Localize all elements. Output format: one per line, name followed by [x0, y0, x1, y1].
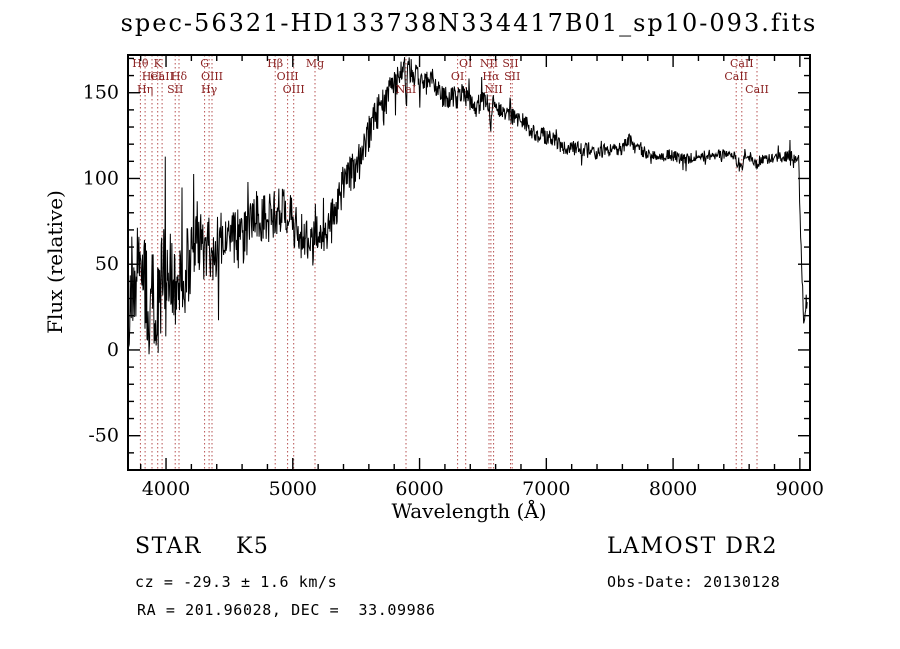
- y-tick-label: 150: [83, 82, 119, 104]
- line-label-OI: OI: [459, 57, 472, 70]
- x-tick-label: 4000: [142, 478, 190, 500]
- axis-ticks: [128, 55, 810, 471]
- line-label-OIII: OIII: [201, 70, 223, 83]
- line-label-Hβ: Hβ: [267, 57, 283, 70]
- line-label-OIII: OIII: [277, 70, 299, 83]
- object-class-label: STAR K5: [135, 534, 270, 559]
- x-tick-label: 9000: [776, 478, 824, 500]
- line-label-CaII: CaII: [730, 57, 754, 70]
- spectrum-trace: [128, 57, 808, 355]
- plot-title: spec-56321-HD133738N334417B01_sp10-093.f…: [121, 9, 818, 37]
- line-label-SII: SII: [167, 83, 183, 96]
- line-label-Hγ: Hγ: [201, 83, 218, 96]
- axis-tick-labels: 4000 5000 6000 7000 8000 9000 -50 0 50 100 150: [83, 82, 824, 500]
- spectral-line-markers: [139, 55, 758, 470]
- y-tick-label: -50: [88, 425, 119, 447]
- line-label-CaII: CaII: [745, 83, 769, 96]
- obs-date-label: Obs-Date: 20130128: [607, 573, 781, 591]
- radial-velocity-label: cz = -29.3 ± 1.6 km/s: [135, 573, 338, 591]
- line-label-Mg: Mg: [306, 57, 324, 70]
- line-label-CaII: CaII: [724, 70, 748, 83]
- x-tick-label: 7000: [522, 478, 570, 500]
- line-label-G: G: [200, 57, 209, 70]
- line-label-Hα: Hα: [482, 70, 500, 83]
- survey-label: LAMOST DR2: [607, 534, 778, 559]
- line-label-OIII: OIII: [283, 83, 305, 96]
- line-label-NaI: NaI: [396, 83, 417, 96]
- y-tick-label: 0: [107, 339, 119, 361]
- x-tick-label: 5000: [269, 478, 317, 500]
- plot-frame: [127, 54, 811, 471]
- line-label-OI: OI: [451, 70, 464, 83]
- y-axis-title: Flux (relative): [43, 190, 67, 334]
- line-label-Hθ: Hθ: [132, 57, 149, 70]
- y-tick-label: 100: [83, 167, 119, 189]
- line-label-Hδ: Hδ: [171, 70, 188, 83]
- x-tick-label: 8000: [649, 478, 697, 500]
- line-label-NII: NII: [480, 57, 498, 70]
- line-label-Hη: Hη: [137, 83, 153, 96]
- x-axis-title: Wavelength (Å): [391, 498, 546, 523]
- line-label-HeI: HeI: [142, 70, 162, 83]
- ra-dec-label: RA = 201.96028, DEC = 33.09986: [137, 601, 436, 619]
- line-label-SII: SII: [504, 70, 520, 83]
- line-label-CaII: CaII: [150, 70, 174, 83]
- line-label-NII: NII: [484, 83, 502, 96]
- line-label-SII: SII: [502, 57, 518, 70]
- line-label-K: K: [154, 57, 163, 70]
- y-tick-label: 50: [95, 253, 119, 275]
- x-tick-label: 6000: [395, 478, 443, 500]
